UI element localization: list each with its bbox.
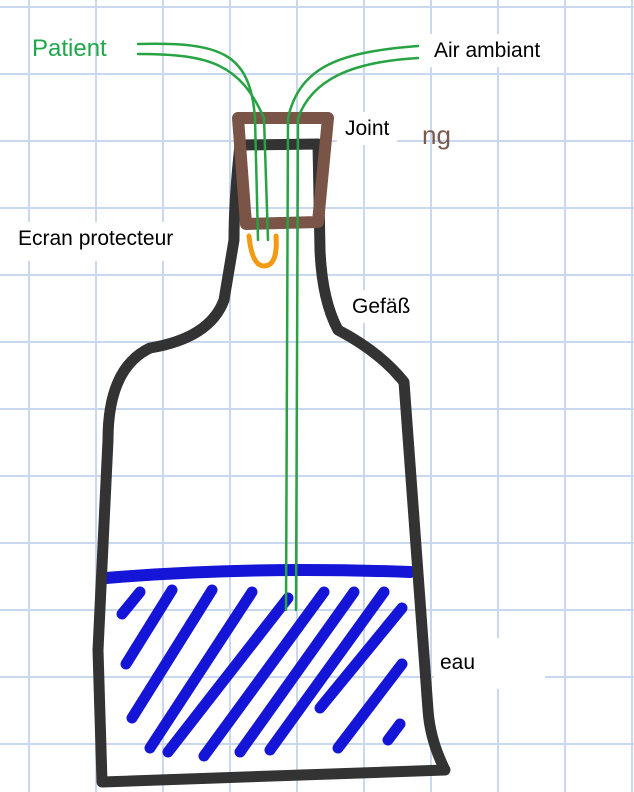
label-ecran-protecteur: Ecran protecteur: [8, 222, 184, 261]
label-patient: Patient: [32, 35, 107, 62]
patient-tube: [136, 42, 270, 242]
water-hatching: [116, 584, 408, 762]
water-surface-line: [100, 564, 416, 584]
label-ng-fragment: ng: [422, 120, 451, 150]
label-air-ambiant: Air ambiant: [426, 34, 549, 67]
protective-screen: [246, 233, 279, 269]
air-tube: [284, 44, 420, 612]
label-eau: eau: [434, 638, 546, 689]
water-fill: [100, 564, 416, 762]
label-joint: Joint: [337, 112, 398, 145]
label-gefass: Gefäß: [346, 290, 417, 323]
vessel-outline: [92, 138, 451, 788]
